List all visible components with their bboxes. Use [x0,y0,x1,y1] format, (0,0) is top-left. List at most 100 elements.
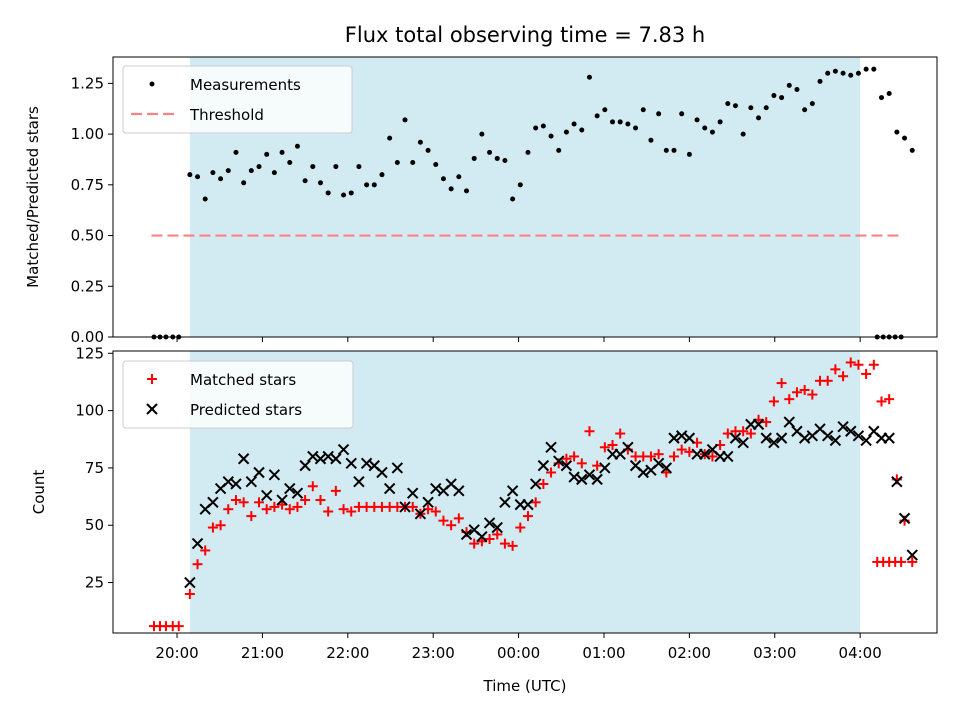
measurement-point [732,103,738,109]
predicted-star-point [737,437,749,449]
matched-star-point [768,396,779,407]
count-y-ticks: 25 50 75 100 125 [75,344,113,592]
measurement-point [402,117,408,123]
matched-star-point [653,449,664,460]
x-tick-label: 02:00 [668,644,711,662]
matched-star-point [223,504,234,515]
predicted-star-point [683,432,696,444]
measurement-point [310,164,316,170]
y-tick-label: 0.25 [71,277,104,295]
x-tick-label: 00:00 [497,644,540,662]
measurement-point [279,149,285,155]
predicted-star-point [407,487,419,499]
legend-plus-marker [147,374,157,384]
matched-star-point [876,396,887,407]
predicted-star-point [829,434,842,447]
y-tick-label: 25 [85,574,104,592]
predicted-star-point [230,478,242,490]
predicted-star-point [522,498,534,511]
measurement-point [548,133,554,139]
matched-star-point [569,451,580,462]
matched-star-point [745,428,756,439]
matched-star-point [896,556,907,567]
matched-star-point [469,538,480,549]
measurement-point [233,149,239,155]
predicted-star-point [752,418,765,431]
measurement-point [517,182,523,188]
measurement-point [494,155,500,161]
measurement-point [640,107,646,113]
y-tick-label: 0.00 [71,328,104,346]
measurement-point [448,186,454,192]
predicted-star-point [599,462,611,474]
measurement-point [387,135,393,141]
predicted-star-point [237,453,250,465]
measurement-point [771,93,777,99]
predicted-star-point [560,459,573,472]
matched-star-point [645,451,656,462]
measurement-point [740,131,746,137]
predicted-star-point [491,521,503,534]
measurement-point [748,105,754,111]
measurement-point [886,91,892,97]
measurement-point [679,111,685,117]
predicted-star-point [299,459,311,472]
measurement-point [625,121,631,127]
measurement-point [525,149,531,155]
predicted-star-point [768,437,780,449]
measurement-point [502,157,508,163]
matched-star-point [868,359,879,370]
ratio-legend: Measurements Threshold [122,65,353,134]
matched-star-point [407,501,418,512]
measurement-point [779,95,785,101]
measurement-point [648,137,654,143]
matched-star-point [307,481,318,492]
measurement-point [878,95,884,101]
chart-title: Flux total observing time = 7.83 h [345,23,705,47]
ratio-panel: 0.00 0.25 0.50 0.75 1.00 1.25 Matched/Predict… [24,56,938,346]
measurement-point [417,139,423,145]
measurement-point [364,182,370,188]
measurement-point [540,123,546,129]
matched-star-point [438,515,449,526]
predicted-star-point [783,416,795,428]
predicted-star-points [184,416,918,589]
predicted-star-point [837,420,849,433]
y-tick-label: 1.25 [71,74,104,92]
matched-star-point [807,389,818,400]
predicted-star-point [660,462,673,474]
predicted-star-point [245,475,258,488]
predicted-star-point [622,441,634,453]
matched-star-point [669,451,680,462]
predicted-star-point [553,455,565,467]
matched-star-point [323,506,334,517]
predicted-star-point [422,496,434,509]
measurement-point [371,182,377,188]
measurement-point [633,125,639,131]
matched-star-point [561,453,572,464]
measurement-point [725,101,731,107]
predicted-star-point [845,425,857,437]
predicted-star-point [898,512,911,525]
measurement-point [471,155,477,161]
measurements-legend-label: Measurements [190,76,301,94]
predicted-star-point [353,475,365,488]
measurement-point [717,119,723,125]
measurement-points [151,66,915,340]
predicted-star-point [652,457,665,470]
matched-star-point [861,368,872,379]
predicted-star-point [253,466,265,479]
matched-star-point [269,501,280,512]
measurement-point [871,66,877,72]
matched-star-point [761,417,772,428]
measurement-point [556,147,562,153]
measurement-point [225,168,231,174]
measurement-point [855,70,861,76]
predicted-star-point [583,469,596,481]
matched-star-point [599,442,610,453]
matched-star-point [346,506,357,517]
measurement-point [863,66,869,72]
measurement-point [817,78,823,84]
matched-star-point [238,497,249,508]
measurement-point [533,125,539,131]
